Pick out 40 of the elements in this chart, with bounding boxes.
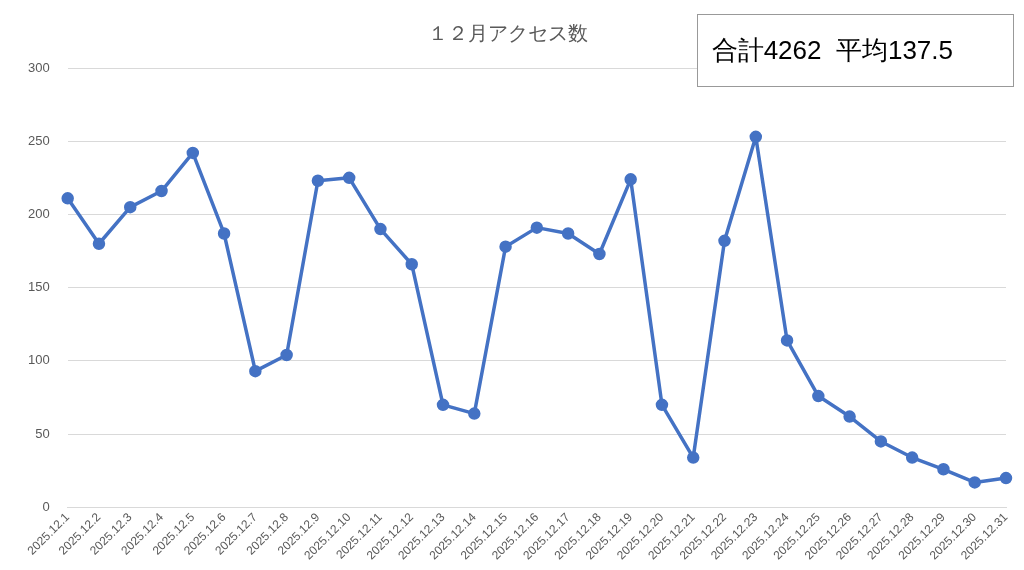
point [280, 348, 293, 362]
point [468, 407, 481, 420]
point [968, 476, 981, 489]
point [436, 398, 450, 412]
y-tick-label: 100 [27, 352, 50, 368]
point [905, 451, 919, 464]
y-tick-label: 0 [42, 498, 50, 514]
point [718, 234, 731, 248]
y-tick-label: 50 [35, 425, 50, 441]
point [655, 398, 669, 412]
point [937, 463, 950, 476]
point [561, 227, 575, 240]
point [342, 171, 356, 185]
point [530, 221, 544, 234]
point [155, 184, 168, 198]
point [311, 174, 325, 188]
point [217, 227, 231, 240]
point [92, 237, 106, 250]
point [686, 451, 700, 464]
point [874, 435, 888, 448]
point [593, 247, 606, 261]
point [499, 240, 512, 253]
point [624, 173, 637, 186]
point [405, 257, 418, 271]
text: 合計4262 平均137.5 [696, 14, 1014, 87]
point [749, 130, 763, 144]
chart-title: １２月アクセス数 [428, 21, 588, 44]
y-tick-label: 250 [27, 132, 50, 148]
point [999, 471, 1013, 485]
y-tick-label: 300 [27, 59, 50, 75]
point [249, 364, 262, 378]
point [843, 410, 856, 423]
point [61, 192, 74, 205]
y-tick-label: 200 [27, 206, 50, 222]
point [123, 200, 137, 214]
point [186, 146, 200, 160]
point [374, 222, 387, 236]
point [812, 389, 825, 403]
point [780, 334, 794, 347]
y-tick-label: 150 [27, 279, 50, 295]
